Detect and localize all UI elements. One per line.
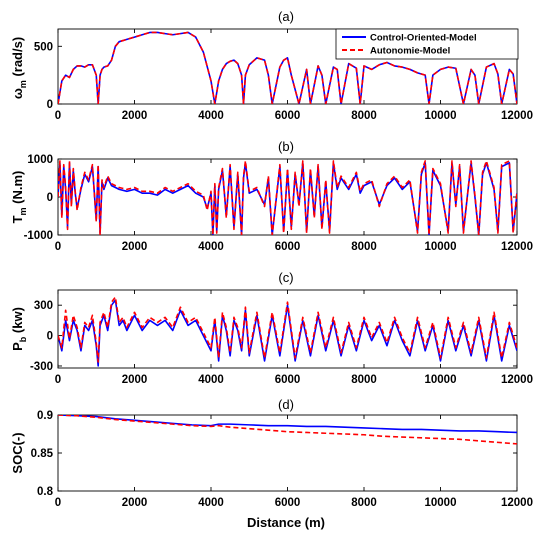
panel-a-ytick-label: 0 [47,99,53,111]
panel-c-title: (c) [278,270,293,285]
panel-a-xtick-label: 10000 [425,110,457,122]
panel-b-xtick-label: 10000 [425,241,457,253]
panel-a-xtick-label: 4000 [198,110,224,122]
panel-d-xtick-label: 12000 [501,497,533,509]
panel-c: (c) Pb (kw) 0 2000 4000 6000 8000 10000 12000 -… [10,270,533,386]
panel-a-title: (a) [278,9,294,24]
panel-b-xtick-label: 0 [55,241,61,253]
panel-c-ylabel: Pb (kw) [10,307,28,351]
panel-a-xtick-label: 6000 [275,110,301,122]
panel-d-ytick-label: 0.9 [37,410,53,422]
panel-d-plot: 0 2000 4000 6000 8000 10000 12000 0.8 0.85 0.9 [31,410,533,509]
panel-d-ylabel: SOC(-) [10,432,25,473]
panel-c-ytick-label: 0 [47,331,53,343]
panel-a-ylabel: ωm (rad/s) [10,37,28,99]
legend: Control-Oriented-Model Autonomie-Model [335,28,519,60]
panel-c-xtick-label: 0 [55,374,61,386]
panel-d-series-control-oriented-model [58,415,517,434]
panel-a: (a) ωm (rad/s) 0 2000 4000 6000 8000 10000 120… [10,9,533,122]
panel-a-ytick-label: 500 [34,41,53,53]
panel-c-ylabel-main: P [10,342,25,351]
panel-c-ylabel-sub: b [18,336,28,342]
panel-d-xtick-label: 8000 [351,497,377,509]
panel-d-series-autonomie-model [58,415,517,445]
panel-d-axes-frame [57,414,518,492]
panel-d-xlabel: Distance (m) [247,515,325,530]
panel-b-xtick-label: 8000 [351,241,377,253]
panel-b-xtick-label: 12000 [501,241,533,253]
panel-a-xtick-label: 2000 [122,110,148,122]
panel-a-xtick-label: 0 [55,110,61,122]
panel-d-ytick-label: 0.8 [37,486,54,498]
panel-b: (b) Tm (N.m) 0 2000 4000 6000 8000 10000 12000… [10,139,533,253]
panel-a-ylabel-sub: m [18,80,28,88]
panel-a-xtick-label: 8000 [351,110,377,122]
panel-b-xtick-label: 2000 [122,241,148,253]
panel-b-ylabel-main: T [10,215,25,223]
legend-label-0: Control-Oriented-Model [370,33,477,44]
panel-b-ylabel-sub: m [18,207,28,215]
panel-d: (d) SOC(-) 0 2000 4000 6000 8000 10000 12000 0.… [10,397,533,530]
panel-d-xtick-label: 0 [55,497,61,509]
legend-box [335,28,519,60]
panel-a-xtick-label: 12000 [501,110,533,122]
panel-b-xtick-label: 4000 [198,241,224,253]
panel-b-ylabel: Tm (N.m) [10,171,28,224]
panel-d-title: (d) [278,397,294,412]
panel-d-xtick-label: 10000 [425,497,457,509]
panel-d-xtick-label: 6000 [275,497,301,509]
panel-a-series-autonomie-model [58,31,517,104]
panel-b-xtick-label: 6000 [275,241,301,253]
panel-c-xtick-label: 6000 [275,374,301,386]
panel-a-ylabel-rest: (rad/s) [10,37,25,80]
panel-b-series-autonomie-model [58,160,517,235]
legend-label-1: Autonomie-Model [370,46,450,57]
panel-c-ytick-label: -300 [30,361,53,373]
panel-b-ytick-label: 1000 [27,154,53,166]
panel-c-xtick-label: 4000 [198,374,224,386]
panel-d-xtick-label: 4000 [198,497,224,509]
panel-d-ytick-label: 0.85 [31,448,54,460]
panel-d-ylabel-main: SOC(-) [10,432,25,473]
panel-c-xtick-label: 8000 [351,374,377,386]
panel-d-xtick-label: 2000 [122,497,148,509]
panel-c-series-autonomie-model [58,296,517,363]
panel-c-xtick-label: 10000 [425,374,457,386]
panel-c-xtick-label: 12000 [501,374,533,386]
panel-b-ytick-label: 0 [47,192,53,204]
panel-b-ylabel-rest: (N.m) [10,171,25,208]
panel-b-ytick-label: -1000 [24,230,53,242]
panel-b-title: (b) [278,139,294,154]
panel-a-ylabel-main: ω [10,88,25,99]
panel-c-ytick-label: 300 [34,300,53,312]
panel-c-ylabel-rest: (kw) [10,307,25,337]
panel-c-xtick-label: 2000 [122,374,148,386]
